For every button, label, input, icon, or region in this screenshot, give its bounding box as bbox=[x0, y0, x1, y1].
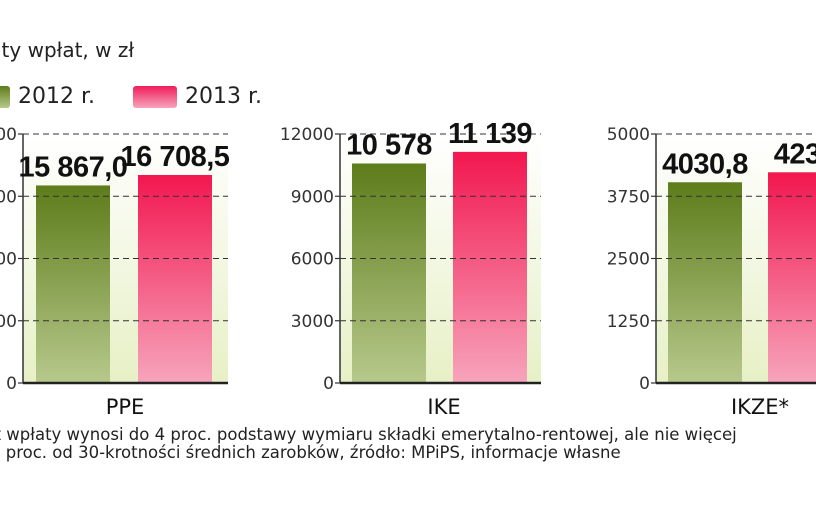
bar-ike-1 bbox=[453, 151, 527, 383]
legend-label-2012: 2012 r. bbox=[18, 84, 95, 109]
legend: 2012 r. 2013 r. bbox=[0, 84, 816, 112]
footnote: it wpłaty wynosi do 4 proc. podstawy wym… bbox=[0, 426, 816, 462]
y-tick-label: 6000 bbox=[291, 250, 334, 270]
y-tick-label: 1250 bbox=[607, 312, 650, 332]
legend-swatch-2012 bbox=[0, 85, 10, 108]
value-label: 4030,8 bbox=[662, 148, 748, 180]
y-tick-label: 12000 bbox=[280, 125, 334, 145]
panel-title-ikze: IKZE* bbox=[731, 395, 789, 419]
y-tick-label: 0 bbox=[639, 374, 650, 394]
y-tick-label: 000 bbox=[0, 187, 17, 207]
y-tick-label: 5000 bbox=[607, 125, 650, 145]
legend-label-2013: 2013 r. bbox=[185, 84, 262, 109]
bar-ikze-0 bbox=[668, 182, 742, 383]
charts-area: 00000000000015 867,016 708,5PPE030006000… bbox=[0, 118, 816, 419]
y-tick-label: 3000 bbox=[291, 312, 334, 332]
y-tick-label: 2500 bbox=[607, 250, 650, 270]
footnote-line-1: it wpłaty wynosi do 4 proc. podstawy wym… bbox=[0, 425, 737, 444]
bar-ikze-1 bbox=[768, 172, 816, 383]
legend-swatch-2013 bbox=[133, 85, 177, 108]
y-tick-label: 0 bbox=[323, 374, 334, 394]
y-tick-label: 000 bbox=[0, 312, 17, 332]
legend-item-2012: 2012 r. bbox=[0, 84, 95, 109]
footnote-line-2: 4 proc. od 30-krotności średnich zarobkó… bbox=[0, 443, 621, 462]
value-label: 11 139 bbox=[448, 118, 532, 150]
y-tick-label: 9000 bbox=[291, 187, 334, 207]
bar-ppe-0 bbox=[36, 185, 110, 383]
panel-title-ike: IKE bbox=[427, 395, 460, 419]
chart-subtitle: ity wpłat, w zł bbox=[0, 38, 135, 62]
value-label: 10 578 bbox=[346, 130, 432, 162]
value-label: 4231 bbox=[774, 138, 816, 170]
bar-ppe-1 bbox=[138, 174, 212, 383]
value-label: 15 867,0 bbox=[19, 151, 128, 183]
legend-item-2013: 2013 r. bbox=[133, 84, 262, 109]
y-tick-label: 3750 bbox=[607, 187, 650, 207]
y-tick-label: 000 bbox=[0, 250, 17, 270]
y-tick-label: 0 bbox=[6, 374, 17, 394]
bar-ike-0 bbox=[352, 163, 426, 383]
value-label: 16 708,5 bbox=[121, 141, 230, 173]
y-tick-label: 00 bbox=[0, 125, 17, 145]
panel-title-ppe: PPE bbox=[106, 395, 145, 419]
